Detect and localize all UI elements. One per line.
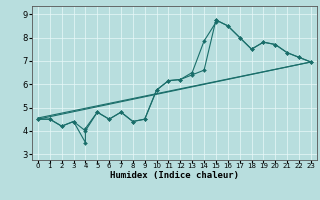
X-axis label: Humidex (Indice chaleur): Humidex (Indice chaleur) xyxy=(110,171,239,180)
